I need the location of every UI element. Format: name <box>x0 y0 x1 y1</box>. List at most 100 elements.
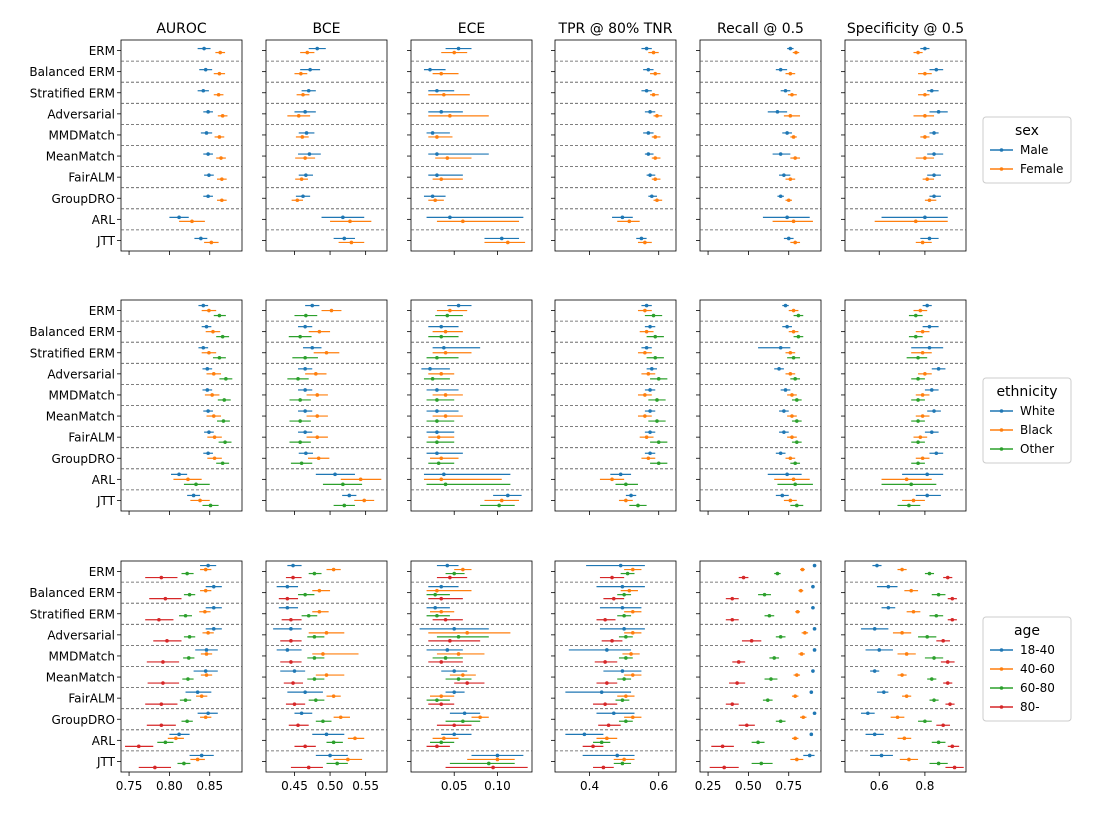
point-other <box>224 377 228 381</box>
point-black <box>443 329 448 334</box>
point-80 <box>291 575 295 580</box>
point-60-80 <box>925 635 929 639</box>
column-title-auroc: AUROC <box>156 21 207 37</box>
point-female <box>217 71 222 76</box>
x-tick-label: 0.55 <box>352 779 379 793</box>
point-female <box>295 198 300 203</box>
point-60-80 <box>923 719 927 724</box>
point-black <box>443 414 448 418</box>
point-18-40 <box>177 732 181 737</box>
point-60-80 <box>183 698 188 702</box>
point-female <box>653 71 658 76</box>
point-40-60 <box>911 609 916 614</box>
point-80 <box>153 765 157 770</box>
point-other <box>795 503 799 508</box>
point-male <box>785 131 789 135</box>
point-60-80 <box>439 740 444 745</box>
point-40-60 <box>203 567 208 572</box>
point-male <box>646 67 651 72</box>
point-other <box>656 377 661 381</box>
point-18-40 <box>206 711 210 716</box>
point-male <box>435 88 439 93</box>
legend-marker <box>999 648 1004 652</box>
point-male <box>301 194 305 199</box>
point-40-60 <box>204 652 209 656</box>
point-other <box>217 355 222 360</box>
point-other <box>298 398 302 402</box>
point-white <box>435 451 439 456</box>
point-other <box>435 398 439 402</box>
point-male <box>439 110 444 114</box>
point-male <box>203 67 208 72</box>
point-60-80 <box>335 761 339 766</box>
point-80 <box>296 723 300 728</box>
point-black <box>788 372 793 376</box>
point-60-80 <box>927 571 932 576</box>
point-black <box>186 477 190 482</box>
method-label-mmdmatch: MMDMatch <box>48 128 115 142</box>
legend-entry-female: Female <box>1020 162 1063 176</box>
point-80 <box>465 681 469 685</box>
point-black <box>439 372 444 376</box>
method-label-fairalm: FairALM <box>68 171 115 185</box>
point-40-60 <box>803 631 807 635</box>
legend-entry-white: White <box>1020 404 1055 418</box>
method-label-stratified-erm: Stratified ERM <box>30 607 115 621</box>
point-80 <box>730 596 735 601</box>
point-black <box>643 308 647 313</box>
point-black <box>644 435 649 439</box>
point-female <box>651 92 656 97</box>
point-40-60 <box>907 757 911 762</box>
point-white <box>442 472 446 477</box>
point-40-60 <box>630 715 635 720</box>
point-40-60 <box>904 652 909 656</box>
point-40-60 <box>465 631 469 635</box>
point-male <box>206 152 210 156</box>
point-white <box>778 451 783 456</box>
point-18-40 <box>812 648 817 652</box>
point-white <box>428 367 432 371</box>
point-other <box>208 503 213 508</box>
point-40-60 <box>895 715 900 720</box>
point-18-40 <box>611 711 616 716</box>
point-female <box>433 198 438 203</box>
point-white <box>205 367 210 371</box>
point-female <box>452 50 457 55</box>
point-female <box>220 177 224 181</box>
point-80 <box>950 617 955 622</box>
point-18-40 <box>872 732 877 737</box>
point-female <box>791 219 796 224</box>
point-female <box>303 156 307 160</box>
point-black <box>439 477 444 482</box>
point-male <box>430 194 435 199</box>
point-80 <box>603 702 607 706</box>
legend-box <box>982 116 1072 184</box>
point-60-80 <box>185 719 189 724</box>
point-18-40 <box>812 563 817 568</box>
point-black <box>791 477 796 482</box>
point-white <box>936 367 941 371</box>
point-80 <box>945 681 950 685</box>
point-white <box>929 388 934 392</box>
point-white <box>782 430 786 434</box>
point-18-40 <box>875 563 879 568</box>
point-18-40 <box>433 605 438 610</box>
point-60-80 <box>620 761 625 766</box>
point-60-80 <box>452 571 457 576</box>
point-80 <box>159 723 164 728</box>
legend-entry-80: 80- <box>1020 700 1040 714</box>
method-label-meanmatch: MeanMatch <box>46 410 115 424</box>
point-40-60 <box>630 567 635 572</box>
method-label-stratified-erm: Stratified ERM <box>30 86 115 100</box>
point-60-80 <box>934 613 939 618</box>
point-40-60 <box>900 673 904 677</box>
point-60-80 <box>759 761 764 766</box>
x-tick-label: 0.85 <box>196 779 223 793</box>
point-male <box>342 236 347 241</box>
point-white <box>650 367 654 371</box>
point-60-80 <box>312 656 317 660</box>
point-male <box>639 236 644 241</box>
point-male <box>202 46 206 51</box>
point-female <box>788 177 793 181</box>
point-60-80 <box>321 719 325 724</box>
